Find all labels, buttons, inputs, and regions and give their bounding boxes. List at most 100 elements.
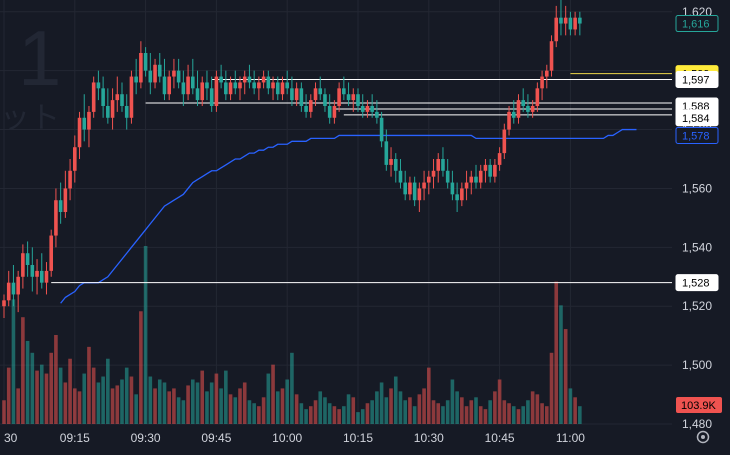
- candle-body: [39, 270, 44, 283]
- candle-body: [431, 170, 436, 177]
- volume-bar: [450, 379, 455, 424]
- candle-body: [162, 76, 167, 95]
- candle-body: [247, 76, 252, 83]
- volume-bar: [134, 394, 138, 424]
- candle: [573, 11, 577, 36]
- volume-bar: [205, 391, 209, 424]
- price-tick-label: 1,480: [682, 417, 712, 431]
- candle-body: [375, 111, 379, 118]
- volume-bar: [2, 400, 6, 424]
- volume-bar: [224, 370, 228, 424]
- candle-body: [507, 111, 511, 130]
- volume-bar: [247, 400, 252, 424]
- candle-body: [73, 147, 77, 171]
- time-tick-label: 09:15: [60, 431, 90, 445]
- candle: [224, 70, 228, 101]
- volume-bar: [139, 311, 143, 424]
- volume-bar: [172, 388, 176, 424]
- candle: [436, 153, 441, 183]
- candle-body: [351, 94, 356, 101]
- candle-body: [242, 76, 247, 83]
- volume-bar: [493, 391, 497, 424]
- candle: [247, 64, 252, 89]
- volume-bar: [431, 400, 436, 424]
- candle: [554, 5, 559, 48]
- candle: [77, 111, 82, 159]
- candle-body: [412, 182, 417, 201]
- volume-bar: [360, 409, 365, 424]
- volume-bar: [568, 388, 573, 424]
- candle-body: [44, 270, 49, 283]
- candle: [526, 94, 530, 118]
- volume-bar: [412, 406, 417, 424]
- candle-body: [365, 106, 370, 112]
- volume-bar: [96, 382, 101, 424]
- volume-bar: [375, 391, 379, 424]
- candle: [110, 88, 115, 130]
- gear-icon[interactable]: [696, 430, 710, 444]
- price-label: 1,616: [675, 15, 719, 33]
- volume-bar: [266, 373, 271, 424]
- volume-bar: [521, 406, 525, 424]
- candle-body: [455, 194, 459, 201]
- candle: [82, 94, 87, 142]
- candle-body: [176, 70, 181, 83]
- volume-bar: [389, 388, 393, 424]
- volume-bar: [214, 373, 219, 424]
- volume-label-text: 103.9K: [681, 400, 717, 412]
- volume-bar: [530, 391, 535, 424]
- volume-bar: [39, 364, 44, 424]
- candle-body: [511, 111, 516, 118]
- candle-body: [417, 188, 422, 201]
- candle: [44, 262, 49, 295]
- volume-bar: [337, 409, 341, 424]
- candle: [375, 100, 379, 124]
- candle: [535, 82, 540, 112]
- candle: [205, 70, 209, 101]
- candle: [455, 182, 459, 212]
- volume-bar: [346, 394, 351, 424]
- vwap-line: [60, 128, 637, 304]
- candle: [497, 147, 502, 171]
- candle-body: [526, 106, 530, 112]
- volume-bar: [545, 406, 549, 424]
- price-tick-label: 1,560: [682, 181, 712, 195]
- candle-body: [21, 253, 25, 277]
- volume-bar: [280, 388, 285, 424]
- candle: [16, 270, 20, 313]
- candle-body: [497, 153, 502, 165]
- candle: [445, 159, 450, 189]
- candle: [73, 135, 77, 183]
- candle: [356, 88, 360, 112]
- price-tick-label: 1,540: [682, 240, 712, 254]
- volume-bar: [327, 403, 332, 424]
- candle: [115, 76, 120, 112]
- candle: [304, 94, 308, 118]
- volume-bar: [44, 373, 49, 424]
- candle-body: [563, 17, 568, 24]
- candle: [559, 0, 563, 36]
- candle: [502, 123, 507, 159]
- candle-body: [294, 88, 299, 101]
- candle-body: [106, 106, 110, 118]
- candle: [96, 70, 101, 101]
- volume-bar: [21, 317, 25, 424]
- volume-bar: [58, 367, 63, 424]
- candle-body: [323, 94, 327, 106]
- candle: [309, 94, 313, 118]
- candle: [290, 76, 294, 106]
- price-label-text: 1,616: [682, 19, 710, 31]
- candle-body: [422, 182, 426, 189]
- candle: [209, 76, 214, 112]
- candle-body: [2, 300, 6, 307]
- candle: [63, 170, 68, 218]
- volume-bar: [181, 400, 186, 424]
- candle-body: [521, 100, 525, 106]
- candle: [431, 159, 436, 189]
- volume-bar: [77, 391, 82, 424]
- time-axis[interactable]: 30 09:15 09:30 09:45 10:00 10:15 10:30 10:45 11:…: [4, 431, 585, 445]
- volume-bar: [516, 409, 521, 424]
- volume-bar: [257, 406, 261, 424]
- volume-bar: [200, 370, 205, 424]
